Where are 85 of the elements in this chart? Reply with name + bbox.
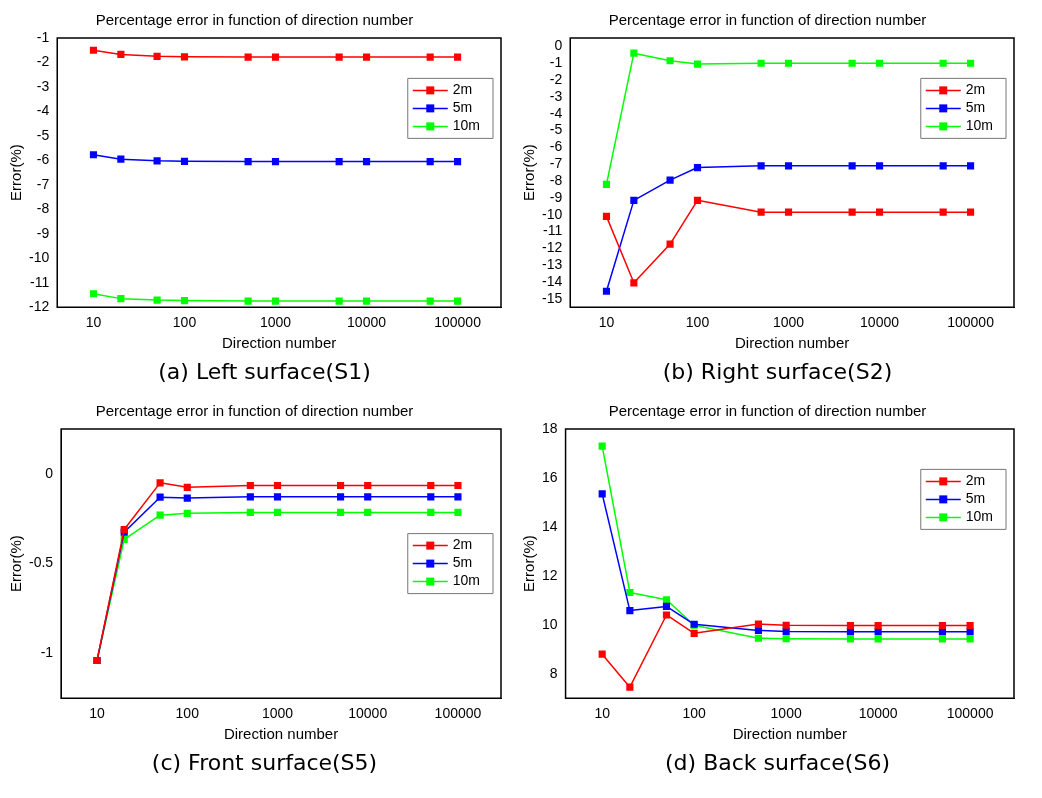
text: (d) Back surface(S6) <box>664 750 891 775</box>
y-tick-label: -1 <box>549 54 563 71</box>
y-tick-label: -10 <box>29 249 50 266</box>
legend-label: 2m <box>452 536 473 553</box>
x-axis-title: Direction number <box>223 725 339 743</box>
chart-title: Percentage error in function of direction number <box>95 11 414 29</box>
y-tick-label: -11 <box>30 273 50 290</box>
y-tick-label: -6 <box>36 151 50 168</box>
legend-label: 10m <box>452 572 480 589</box>
y-tick-label: -3 <box>36 77 50 94</box>
y-tick-label: -4 <box>549 104 563 121</box>
y-tick-label: 16 <box>541 468 558 485</box>
y-tick-label: 12 <box>541 566 558 583</box>
legend-label: 5m <box>452 99 473 116</box>
chart-title: Percentage error in function of direction number <box>95 402 414 420</box>
y-tick-label: -4 <box>36 102 50 119</box>
x-tick-label: 100 <box>685 314 710 331</box>
legend-label: 5m <box>452 554 473 571</box>
y-tick-label: -8 <box>36 200 50 217</box>
x-tick-label: 100000 <box>947 314 995 331</box>
legend-label: 10m <box>965 508 993 525</box>
x-axis-title: Direction number <box>732 725 847 743</box>
y-tick-label: -15 <box>542 289 563 306</box>
y-tick-label: -12 <box>542 239 563 256</box>
y-tick-label: -7 <box>36 175 50 192</box>
x-tick-label: 10000 <box>348 705 388 722</box>
y-axis-title: Error(%) <box>520 535 538 592</box>
x-tick-label: 10 <box>89 705 106 722</box>
text: (b) Right surface(S2) <box>661 359 894 384</box>
y-tick-label: -9 <box>36 224 50 241</box>
y-tick-label: 14 <box>541 517 558 534</box>
y-tick-label: -11 <box>543 222 563 239</box>
y-axis-title: Error(%) <box>7 535 25 592</box>
x-tick-label: 100 <box>682 705 707 722</box>
legend-label: 10m <box>452 117 480 134</box>
legend-label: 2m <box>965 81 986 98</box>
chart-title: Percentage error in function of direction number <box>608 11 927 29</box>
legend-label: 10m <box>965 117 993 134</box>
y-tick-label: -1 <box>36 28 50 45</box>
x-tick-label: 10 <box>598 314 615 331</box>
x-tick-label: 10000 <box>860 314 900 331</box>
y-tick-label: 8 <box>549 664 558 681</box>
legend-label: 5m <box>965 99 986 116</box>
y-axis-title: Error(%) <box>7 144 25 201</box>
y-tick-label: -5 <box>549 121 563 138</box>
text: (c) Front surface(S5) <box>150 750 379 775</box>
y-tick-label: -1 <box>40 644 54 661</box>
y-tick-label: -3 <box>549 87 563 104</box>
y-tick-label: -8 <box>549 171 563 188</box>
y-tick-label: -2 <box>36 53 50 70</box>
y-tick-label: -5 <box>36 126 50 143</box>
legend-label: 5m <box>965 490 986 507</box>
x-tick-label: 100000 <box>434 705 482 722</box>
x-tick-label: 1000 <box>770 705 802 722</box>
y-tick-label: -9 <box>549 188 563 205</box>
x-tick-label: 1000 <box>259 314 292 331</box>
x-tick-label: 10 <box>85 314 102 331</box>
chart-title: Percentage error in function of direction number <box>608 402 927 420</box>
y-tick-label: -0.5 <box>29 554 54 571</box>
legend-label: 2m <box>965 472 986 489</box>
y-tick-label: -10 <box>542 205 563 222</box>
legend-label: 2m <box>452 81 473 98</box>
y-tick-label: -7 <box>549 155 563 172</box>
x-tick-label: 10 <box>594 705 611 722</box>
y-tick-label: 0 <box>45 464 54 481</box>
x-tick-label: 1000 <box>261 705 294 722</box>
x-tick-label: 1000 <box>772 314 805 331</box>
x-tick-label: 10000 <box>347 314 387 331</box>
y-tick-label: -14 <box>542 272 563 289</box>
y-tick-label: 18 <box>541 419 558 436</box>
text: (a) Left surface(S1) <box>157 359 372 384</box>
y-tick-label: -13 <box>542 256 563 272</box>
x-tick-label: 100 <box>175 705 200 722</box>
y-tick-label: 10 <box>541 615 558 632</box>
x-tick-label: 10000 <box>858 705 898 722</box>
x-tick-label: 100000 <box>946 705 994 722</box>
y-tick-label: -12 <box>29 298 50 315</box>
x-tick-label: 100000 <box>434 314 482 331</box>
y-tick-label: -6 <box>549 138 563 155</box>
y-axis-title: Error(%) <box>520 144 538 201</box>
y-tick-label: -2 <box>549 70 563 87</box>
x-axis-title: Direction number <box>222 334 337 352</box>
y-tick-label: 0 <box>554 37 563 54</box>
x-tick-label: 100 <box>172 314 197 331</box>
x-axis-title: Direction number <box>735 334 850 352</box>
